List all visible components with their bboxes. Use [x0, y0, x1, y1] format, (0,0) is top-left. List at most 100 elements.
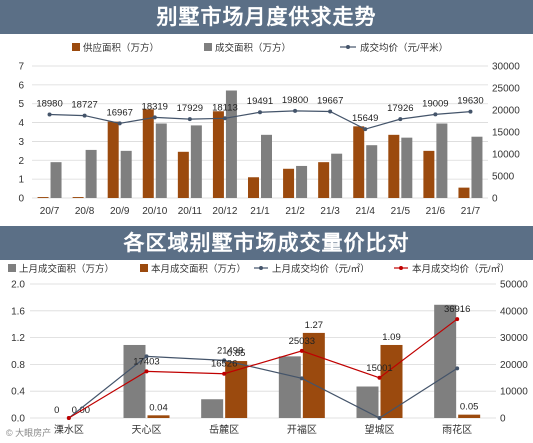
price-data-label: 19491 — [247, 96, 273, 107]
x-tick-label: 岳麓区 — [209, 423, 239, 436]
cur-price-data-label: 16526 — [211, 359, 237, 370]
y2-tick-label: 0 — [500, 414, 506, 425]
x-tick-label: 21/7 — [461, 206, 481, 217]
x-tick-label: 20/7 — [40, 206, 60, 217]
x-tick-label: 20/11 — [178, 206, 203, 217]
price-point — [363, 127, 368, 132]
legend-price-marker — [346, 45, 350, 49]
supply-bar — [72, 197, 84, 198]
y-tick-label: 0 — [18, 194, 24, 205]
y-tick-label: 6 — [18, 80, 24, 91]
deal-bar — [225, 90, 237, 198]
supply-bar — [458, 187, 470, 198]
supply-bar — [423, 150, 435, 198]
cur-price-point — [299, 348, 304, 353]
prev-price-point — [455, 366, 460, 371]
y-tick-label: 2.0 — [11, 280, 25, 291]
y2-tick-label: 30000 — [500, 333, 528, 344]
legend-prev-area-label: 上月成交面积（万方） — [19, 263, 114, 275]
prev-area-bar — [278, 356, 301, 418]
y2-tick-label: 20000 — [500, 360, 528, 371]
y2-tick-label: 0 — [492, 194, 498, 205]
cur-price-point — [222, 371, 227, 376]
y2-tick-label: 20000 — [492, 106, 520, 117]
y-tick-label: 4 — [18, 118, 24, 129]
y2-tick-label: 10000 — [500, 387, 528, 398]
deal-bar — [155, 123, 167, 198]
monthly-supply-demand-chart: 供应面积（万方） 成交面积（万方） 成交均价（元/平米） 0 1 2 3 4 5 6 7 0 5000 1… — [18, 42, 520, 217]
price-point — [328, 109, 333, 114]
price-data-label: 18319 — [142, 101, 168, 112]
cur-price-point — [66, 416, 71, 420]
cur-price-data-label: 36916 — [444, 304, 470, 315]
price-point — [82, 113, 87, 118]
price-data-label: 17929 — [177, 103, 203, 114]
x-tick-label: 望城区 — [365, 423, 395, 436]
cur-area-data-label: 0.04 — [149, 402, 168, 413]
price-data-label: 19800 — [282, 95, 308, 106]
footer-watermark: © 大眼房产 — [6, 428, 52, 438]
x-tick-label: 21/4 — [355, 206, 375, 217]
cur-area-data-label: 0.85 — [227, 348, 246, 359]
deal-bar — [120, 150, 132, 198]
y2-tick-label: 40000 — [500, 306, 528, 317]
cur-area-bar — [147, 415, 170, 418]
prev-area-bar — [434, 304, 457, 418]
supply-bar — [177, 151, 189, 198]
chart1-title-banner: 别墅市场月度供求走势 — [0, 0, 533, 34]
price-point — [258, 110, 262, 115]
deal-bar — [436, 123, 448, 198]
y-tick-label: 5 — [18, 99, 24, 110]
supply-bar — [388, 134, 400, 198]
price-data-label: 15649 — [352, 113, 378, 124]
x-tick-label: 20/9 — [110, 206, 130, 217]
x-tick-label: 天心区 — [132, 424, 162, 436]
x-tick-label: 21/2 — [285, 206, 305, 217]
price-point — [47, 112, 52, 117]
price-point — [433, 112, 438, 117]
cur-price-point — [455, 317, 460, 322]
price-data-label: 19009 — [422, 98, 448, 109]
price-point — [293, 108, 298, 113]
x-tick-label: 21/1 — [250, 206, 270, 217]
cur-price-data-label: 15001 — [366, 363, 392, 374]
price-data-label: 18727 — [71, 100, 97, 111]
supply-bar — [353, 126, 365, 198]
supply-bar — [248, 177, 259, 198]
prev-area-bar — [356, 386, 379, 418]
y2-tick-label: 50000 — [500, 280, 528, 291]
supply-bar — [142, 109, 154, 198]
x-tick-label: 溧水区 — [54, 423, 84, 436]
x-tick-label: 20/12 — [212, 206, 237, 217]
supply-bar — [107, 121, 119, 198]
price-data-label: 18980 — [36, 98, 62, 109]
legend-prev-price-marker — [259, 266, 263, 270]
x-tick-label: 开福区 — [287, 423, 317, 436]
price-point — [117, 121, 122, 126]
deal-bar — [366, 145, 378, 198]
price-point — [398, 117, 403, 122]
prev-price-point — [144, 354, 149, 359]
deal-bar — [471, 136, 483, 198]
y-tick-label: 3 — [18, 137, 24, 148]
cur-area-bar — [225, 361, 248, 418]
y-tick-label: 0.0 — [11, 414, 25, 425]
legend-cur-price-label: 本月成交均价（元/㎡） — [412, 263, 510, 275]
x-tick-label: 21/6 — [426, 206, 446, 217]
legend-prev-area-swatch — [8, 264, 16, 272]
deal-bar — [85, 149, 97, 198]
x-tick-label: 21/3 — [320, 206, 340, 217]
supply-bar — [318, 162, 330, 198]
y2-tick-label: 10000 — [492, 150, 520, 161]
deal-bar — [401, 137, 413, 198]
y-tick-label: 1 — [18, 175, 24, 186]
district-comparison-chart: 上月成交面积（万方） 本月成交面积（万方） 上月成交均价（元/㎡） 本月成交均价（元/… — [8, 263, 528, 436]
price-point — [187, 117, 192, 122]
prev-area-bar — [123, 344, 146, 418]
y2-tick-label: 15000 — [492, 128, 520, 139]
legend-price-label: 成交均价（元/平米） — [360, 42, 448, 54]
prev-area-data-label: 0 — [54, 405, 59, 416]
y2-tick-label: 30000 — [492, 62, 520, 73]
supply-bar — [283, 168, 295, 198]
deal-bar — [261, 134, 272, 198]
